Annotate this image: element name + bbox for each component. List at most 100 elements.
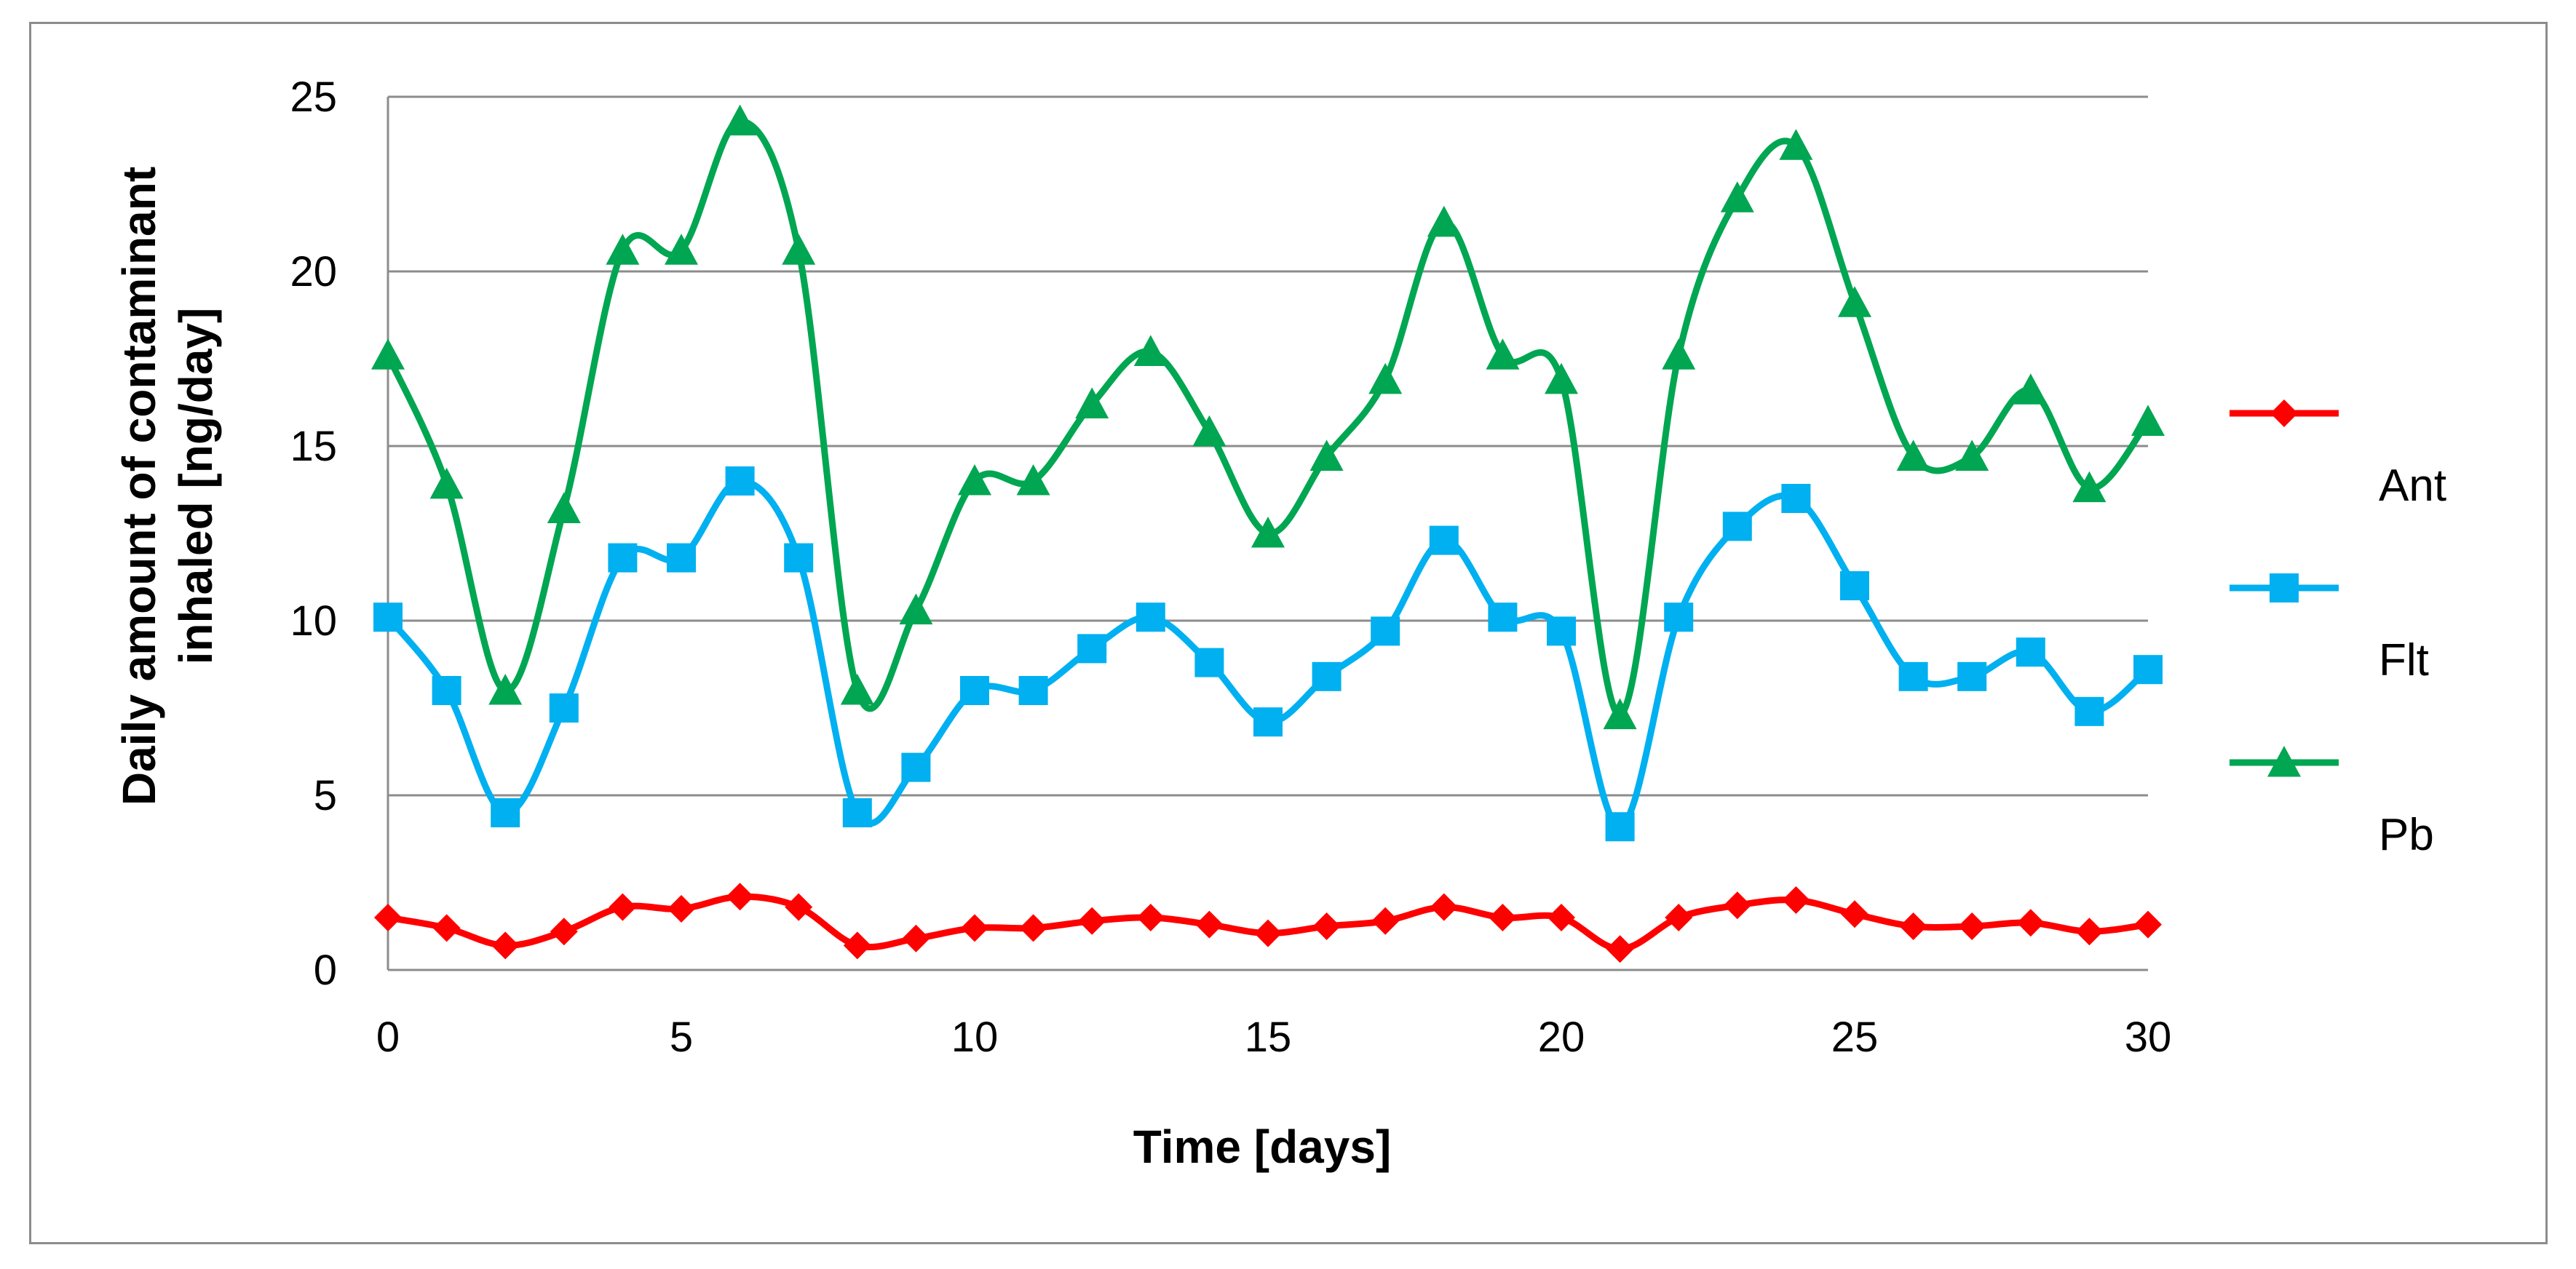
legend-marker-flt [2270, 573, 2299, 602]
data-point-pb [2013, 373, 2048, 405]
data-point-pb [1016, 464, 1050, 496]
data-point-pb [547, 492, 581, 523]
data-point-pb [2072, 471, 2107, 503]
data-point-flt [608, 543, 638, 573]
data-point-pb [1192, 415, 1226, 447]
line-chart: 0 5 10 15 20 25 0 5 10 15 20 25 30 Ant Flt Pb Time [da… [113, 73, 2446, 1173]
data-point-pb [488, 674, 523, 705]
y-tick-label: 5 [314, 772, 337, 819]
y-tick-label: 25 [290, 73, 337, 121]
data-point-ant [1782, 886, 1810, 914]
data-point-ant [1254, 919, 1282, 947]
data-point-pb [899, 593, 933, 625]
data-point-ant [609, 893, 637, 921]
y-tick-label: 20 [290, 248, 337, 295]
y-tick-label: 15 [290, 423, 337, 470]
data-point-flt [1194, 648, 1224, 677]
data-point-flt [1722, 512, 1752, 541]
data-point-flt [2074, 696, 2104, 726]
data-point-flt [1488, 602, 1518, 632]
data-point-pb [606, 234, 640, 265]
data-point-ant [1195, 910, 1224, 939]
legend-marker-ant [2270, 399, 2298, 427]
data-point-ant [1489, 904, 1517, 931]
data-point-pb [1720, 181, 1754, 212]
data-point-ant [374, 904, 402, 931]
data-point-flt [1840, 571, 1869, 600]
data-point-flt [491, 798, 520, 827]
data-point-flt [2133, 655, 2163, 685]
data-point-pb [1662, 338, 1696, 370]
x-tick-label: 25 [1831, 1014, 1879, 1061]
data-point-flt [784, 543, 814, 573]
y-axis-title-line1: Daily amount of contaminant [113, 167, 165, 805]
data-point-pb [723, 104, 757, 136]
y-tick-label: 10 [290, 597, 337, 645]
data-point-ant [432, 914, 461, 942]
data-point-pb [1368, 362, 1403, 394]
data-point-pb [1075, 387, 1109, 418]
legend-marker-pb [2267, 746, 2301, 777]
data-point-ant [1312, 912, 1341, 940]
data-point-pb [1838, 286, 1871, 317]
data-point-flt [1429, 525, 1459, 555]
legend-label-ant: Ant [2379, 461, 2446, 511]
x-axis-title: Time [days] [1133, 1121, 1392, 1173]
data-point-ant [1136, 904, 1165, 931]
data-point-pb [371, 338, 405, 370]
data-point-ant [1547, 904, 1575, 931]
tick-label-layer: 0 5 10 15 20 25 0 5 10 15 20 25 30 [290, 73, 2171, 1061]
x-tick-label: 0 [376, 1014, 400, 1061]
y-axis-title-line2: inhaled [ng/day] [170, 308, 222, 665]
data-point-ant [2075, 918, 2104, 946]
data-point-pb [1486, 338, 1520, 370]
data-point-pb [1427, 205, 1461, 237]
data-point-ant [1665, 904, 1693, 931]
data-point-flt [1898, 661, 1928, 691]
data-point-flt [901, 752, 931, 782]
data-point-flt [1077, 634, 1107, 664]
data-point-pb [1955, 439, 1989, 471]
data-point-pb [1896, 439, 1930, 471]
x-tick-label: 15 [1245, 1014, 1292, 1061]
data-point-pb [1779, 129, 1813, 160]
data-point-flt [373, 602, 403, 632]
x-tick-label: 10 [951, 1014, 999, 1061]
data-point-ant [961, 914, 988, 942]
data-point-ant [2016, 909, 2045, 937]
data-point-ant [843, 931, 871, 960]
data-point-flt [1605, 812, 1635, 842]
data-point-pb [429, 467, 464, 499]
x-tick-label: 5 [670, 1014, 693, 1061]
data-point-pb [840, 674, 874, 705]
data-point-ant [2134, 910, 2162, 939]
data-point-flt [1018, 676, 1048, 705]
data-point-pb [665, 234, 698, 265]
marker-layer [371, 104, 2165, 963]
data-point-ant [902, 924, 930, 952]
data-point-ant [1899, 912, 1927, 940]
chart-frame: 0 5 10 15 20 25 0 5 10 15 20 25 30 Ant Flt Pb Time [da… [29, 22, 2548, 1244]
data-point-flt [1312, 661, 1341, 691]
data-point-flt [549, 693, 579, 723]
y-axis-title-group: Daily amount of contaminant inhaled [ng/… [113, 167, 222, 805]
data-point-ant [1958, 912, 1986, 940]
data-point-ant [1019, 914, 1047, 942]
y-tick-label: 0 [314, 947, 337, 994]
data-point-flt [725, 466, 755, 496]
data-point-flt [1371, 616, 1400, 646]
legend: Ant Flt Pb [2230, 399, 2446, 860]
data-point-ant [667, 895, 695, 923]
data-point-ant [550, 918, 578, 946]
data-point-pb [2131, 405, 2165, 436]
data-point-flt [960, 676, 989, 705]
data-point-flt [1136, 602, 1165, 632]
data-point-flt [842, 798, 872, 827]
data-point-flt [1664, 602, 1694, 632]
data-point-flt [2016, 637, 2045, 667]
data-point-pb [1251, 517, 1285, 548]
data-point-pb [1603, 698, 1637, 730]
data-point-ant [1606, 935, 1634, 963]
data-point-ant [491, 931, 520, 960]
data-point-pb [782, 234, 816, 265]
